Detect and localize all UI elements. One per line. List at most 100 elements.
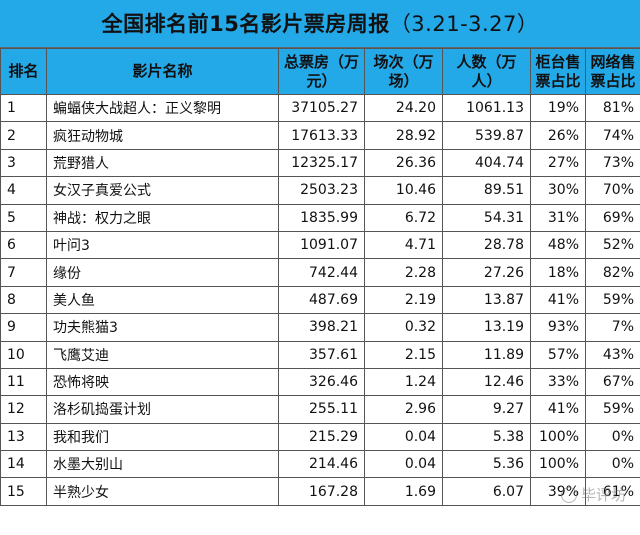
cell-counter-share: 48% (530, 230, 586, 260)
cell-screenings: 28.92 (364, 121, 443, 150)
cell-counter-share: 41% (530, 395, 586, 424)
cell-screenings: 26.36 (364, 148, 443, 178)
cell-audience: 539.87 (442, 121, 531, 150)
cell-rank: 9 (0, 313, 47, 342)
header-audience: 人数（万人） (442, 48, 531, 95)
table-row: 13 我和我们 215.29 0.04 5.38 100% 0% (0, 422, 640, 452)
cell-screenings: 10.46 (364, 176, 443, 205)
cell-box-office: 37105.27 (278, 93, 365, 123)
cell-screenings: 4.71 (364, 230, 443, 260)
report-title: 全国排名前15名影片票房周报（3.21-3.27） (0, 0, 640, 48)
cell-audience: 12.46 (442, 367, 531, 397)
cell-online-share: 73% (585, 148, 640, 178)
box-office-table: 排名 影片名称 总票房（万元） 场次（万场） 人数（万人） 柜台售票占比 网络售… (0, 48, 640, 506)
cell-online-share: 7% (585, 313, 640, 342)
cell-box-office: 1835.99 (278, 203, 365, 232)
cell-box-office: 255.11 (278, 395, 365, 424)
watermark-text: 毕评坊 (580, 486, 626, 504)
cell-box-office: 2503.23 (278, 176, 365, 205)
cell-online-share: 59% (585, 395, 640, 424)
cell-box-office: 357.61 (278, 340, 365, 369)
cell-audience: 5.36 (442, 450, 531, 479)
header-film-name: 影片名称 (46, 48, 279, 95)
cell-audience: 1061.13 (442, 93, 531, 123)
cell-screenings: 1.24 (364, 367, 443, 397)
header-screenings: 场次（万场） (364, 48, 443, 95)
cell-rank: 4 (0, 176, 47, 205)
cell-screenings: 6.72 (364, 203, 443, 232)
cell-film-name: 缘份 (46, 258, 279, 287)
cell-counter-share: 41% (530, 285, 586, 315)
cell-film-name: 女汉子真爱公式 (46, 176, 279, 205)
cell-counter-share: 30% (530, 176, 586, 205)
cell-audience: 89.51 (442, 176, 531, 205)
cell-rank: 3 (0, 148, 47, 178)
cell-audience: 27.26 (442, 258, 531, 287)
cell-counter-share: 31% (530, 203, 586, 232)
table-row: 8 美人鱼 487.69 2.19 13.87 41% 59% (0, 285, 640, 315)
cell-rank: 10 (0, 340, 47, 369)
cell-audience: 11.89 (442, 340, 531, 369)
cell-film-name: 荒野猎人 (46, 148, 279, 178)
cell-online-share: 0% (585, 422, 640, 452)
table-row: 6 叶问3 1091.07 4.71 28.78 48% 52% (0, 230, 640, 260)
cell-counter-share: 57% (530, 340, 586, 369)
cell-rank: 6 (0, 230, 47, 260)
cell-film-name: 叶问3 (46, 230, 279, 260)
cell-box-office: 742.44 (278, 258, 365, 287)
cell-online-share: 43% (585, 340, 640, 369)
cell-counter-share: 19% (530, 93, 586, 123)
cell-rank: 11 (0, 367, 47, 397)
cell-film-name: 我和我们 (46, 422, 279, 452)
cell-online-share: 59% (585, 285, 640, 315)
table-body: 1 蝙蝠侠大战超人：正义黎明 37105.27 24.20 1061.13 19% 81% 2… (0, 93, 640, 506)
table-row: 1 蝙蝠侠大战超人：正义黎明 37105.27 24.20 1061.13 19% 81% (0, 93, 640, 123)
table-row: 10 飞鹰艾迪 357.61 2.15 11.89 57% 43% (0, 340, 640, 369)
cell-screenings: 2.96 (364, 395, 443, 424)
cell-rank: 1 (0, 93, 47, 123)
header-rank: 排名 (0, 48, 47, 95)
table-row: 4 女汉子真爱公式 2503.23 10.46 89.51 30% 70% (0, 176, 640, 205)
cell-audience: 28.78 (442, 230, 531, 260)
cell-audience: 6.07 (442, 477, 531, 506)
table-row: 12 洛杉矶捣蛋计划 255.11 2.96 9.27 41% 59% (0, 395, 640, 424)
cell-film-name: 水墨大别山 (46, 450, 279, 479)
cell-online-share: 74% (585, 121, 640, 150)
cell-online-share: 67% (585, 367, 640, 397)
cell-screenings: 0.04 (364, 450, 443, 479)
cell-film-name: 飞鹰艾迪 (46, 340, 279, 369)
table-row: 14 水墨大别山 214.46 0.04 5.36 100% 0% (0, 450, 640, 479)
cell-film-name: 功夫熊猫3 (46, 313, 279, 342)
cell-box-office: 1091.07 (278, 230, 365, 260)
cell-screenings: 2.19 (364, 285, 443, 315)
cell-counter-share: 18% (530, 258, 586, 287)
cell-counter-share: 26% (530, 121, 586, 150)
cell-audience: 9.27 (442, 395, 531, 424)
cell-online-share: 81% (585, 93, 640, 123)
cell-rank: 7 (0, 258, 47, 287)
cell-rank: 5 (0, 203, 47, 232)
cell-screenings: 0.32 (364, 313, 443, 342)
report-title-text: 全国排名前15名影片票房周报 (101, 12, 390, 36)
cell-counter-share: 33% (530, 367, 586, 397)
cell-box-office: 398.21 (278, 313, 365, 342)
cell-online-share: 52% (585, 230, 640, 260)
table-header-row: 排名 影片名称 总票房（万元） 场次（万场） 人数（万人） 柜台售票占比 网络售… (0, 48, 640, 95)
report-date-range: （3.21-3.27） (389, 12, 539, 36)
cell-box-office: 167.28 (278, 477, 365, 506)
cell-screenings: 1.69 (364, 477, 443, 506)
table-row: 5 神战：权力之眼 1835.99 6.72 54.31 31% 69% (0, 203, 640, 232)
cell-box-office: 12325.17 (278, 148, 365, 178)
cell-screenings: 2.28 (364, 258, 443, 287)
cell-screenings: 2.15 (364, 340, 443, 369)
cell-counter-share: 93% (530, 313, 586, 342)
header-counter-share: 柜台售票占比 (530, 48, 586, 95)
cell-film-name: 美人鱼 (46, 285, 279, 315)
cell-box-office: 17613.33 (278, 121, 365, 150)
cell-film-name: 蝙蝠侠大战超人：正义黎明 (46, 93, 279, 123)
table-row: 2 疯狂动物城 17613.33 28.92 539.87 26% 74% (0, 121, 640, 150)
cell-online-share: 82% (585, 258, 640, 287)
cell-audience: 13.19 (442, 313, 531, 342)
cell-counter-share: 27% (530, 148, 586, 178)
